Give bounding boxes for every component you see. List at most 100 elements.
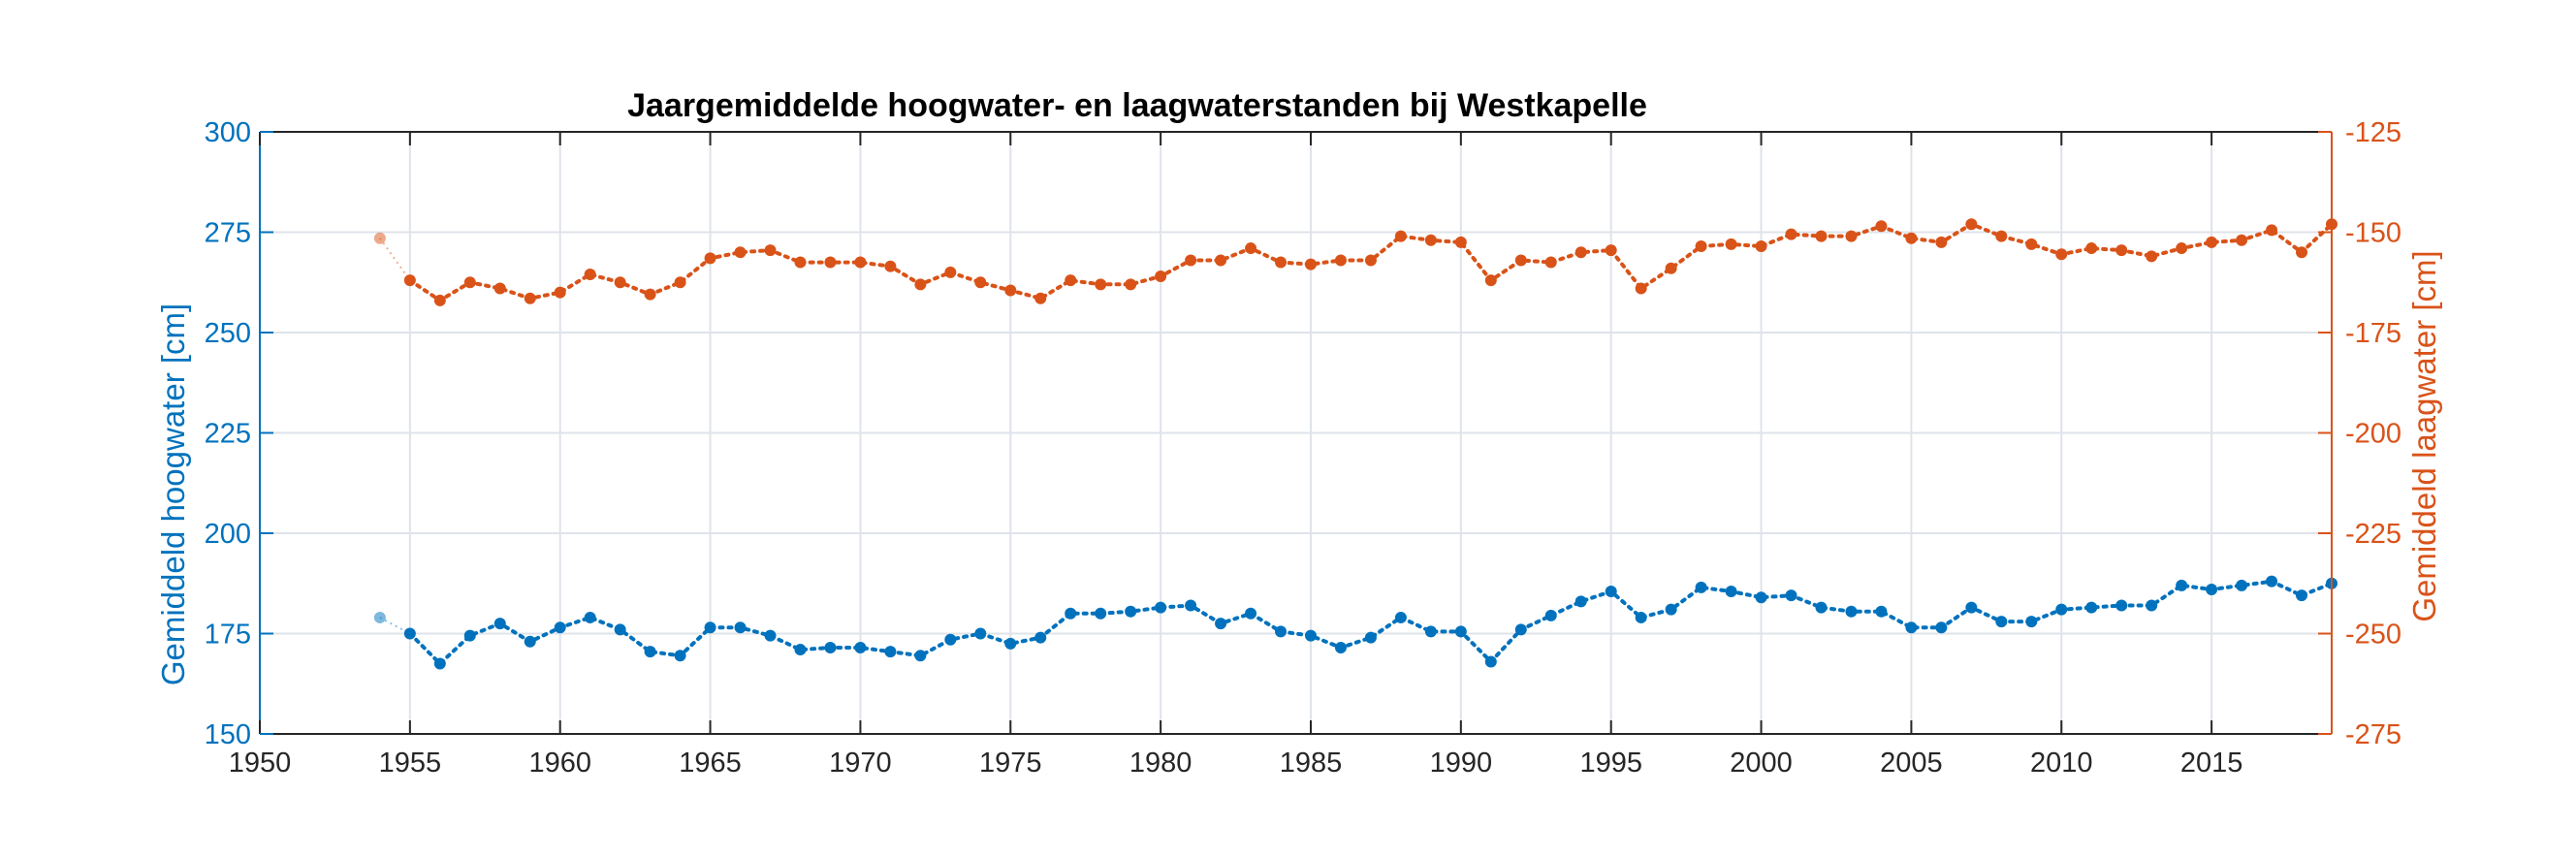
series-laagwater-point xyxy=(373,232,386,244)
series-hoogwater-point xyxy=(914,650,927,662)
series-laagwater-point xyxy=(1875,220,1888,233)
y-left-tick-label: 300 xyxy=(205,117,251,148)
x-tick-label: 1990 xyxy=(1430,748,1493,779)
series-points xyxy=(373,218,2337,670)
series-laagwater-point xyxy=(524,292,536,304)
x-tick-label: 1950 xyxy=(229,748,292,779)
series-laagwater-point xyxy=(1185,254,1197,267)
series-laagwater-point xyxy=(1905,232,1918,244)
series-laagwater-point xyxy=(1785,228,1797,240)
series-laagwater-point xyxy=(1125,278,1137,291)
series-laagwater-point xyxy=(704,252,716,265)
series-hoogwater-point xyxy=(1394,611,1407,623)
x-tick-label: 2000 xyxy=(1730,748,1793,779)
series-laagwater-point xyxy=(884,260,897,272)
series-hoogwater-point xyxy=(373,611,386,623)
series-hoogwater-point xyxy=(433,657,446,670)
series-laagwater-point xyxy=(854,256,867,269)
series-laagwater-point xyxy=(2236,234,2248,246)
series-laagwater-point xyxy=(2146,250,2158,263)
x-tick-label: 1970 xyxy=(829,748,892,779)
series-hoogwater-point xyxy=(1755,591,1767,604)
series-laagwater-point xyxy=(2206,236,2218,248)
y-right-tick-label: -125 xyxy=(2345,117,2401,148)
series-hoogwater-point xyxy=(1245,607,1257,620)
series-laagwater-point xyxy=(1275,256,1288,269)
series-laagwater-point xyxy=(1034,292,1047,304)
series-hoogwater-point xyxy=(1605,586,1617,598)
series-hoogwater-point xyxy=(794,644,807,656)
series-laagwater-point xyxy=(1454,236,1467,248)
series-laagwater-point xyxy=(794,256,807,269)
series-laagwater-point xyxy=(764,244,777,257)
series-hoogwater-point xyxy=(2266,575,2278,588)
series-hoogwater-point xyxy=(463,629,476,642)
series-hoogwater-point xyxy=(1965,601,1978,614)
series-laagwater-point xyxy=(1815,230,1828,242)
y-right-tick-label: -150 xyxy=(2345,218,2401,249)
series-laagwater-point xyxy=(644,288,656,301)
series-laagwater-point xyxy=(1215,254,1227,267)
series-hoogwater-point xyxy=(584,611,596,623)
series-hoogwater-point xyxy=(974,627,987,640)
series-laagwater-point xyxy=(734,246,747,259)
grid xyxy=(260,132,2332,734)
y-right-tick-label: -250 xyxy=(2345,620,2401,651)
series-laagwater-point xyxy=(1364,254,1377,267)
series-hoogwater-point xyxy=(1334,641,1347,653)
series-laagwater-point xyxy=(1845,230,1858,242)
series-laagwater-point xyxy=(2025,238,2038,250)
series-hoogwater-point xyxy=(1815,601,1828,614)
series-laagwater-point xyxy=(1605,244,1617,257)
series-hoogwater-point xyxy=(1424,625,1437,638)
series-laagwater-point xyxy=(974,276,987,289)
series-laagwater-point xyxy=(1665,262,1677,274)
series-hoogwater-point xyxy=(884,646,897,658)
series-laagwater-point xyxy=(2296,246,2308,259)
axis-ticks: 1950 1955 1960 1965 1970 1975 1980 1985 1990 1995… xyxy=(205,117,2401,779)
series-laagwater-point xyxy=(1424,234,1437,246)
series-laagwater-point xyxy=(2055,248,2068,261)
series-laagwater-point xyxy=(554,286,566,299)
series-laagwater-point xyxy=(944,266,957,278)
series-laagwater-point xyxy=(1004,284,1017,297)
series-laagwater-point xyxy=(1514,254,1527,267)
x-tick-label: 1960 xyxy=(528,748,591,779)
series-hoogwater-point xyxy=(704,621,716,634)
y-right-tick-label: -225 xyxy=(2345,519,2401,550)
y-right-tick-label: -275 xyxy=(2345,719,2401,750)
series-hoogwater-point xyxy=(2146,599,2158,612)
series-hoogwater-point xyxy=(1155,601,1167,614)
series-hoogwater-point xyxy=(1544,609,1557,621)
series-hoogwater-point xyxy=(2206,583,2218,595)
series-laagwater-point xyxy=(1574,246,1587,259)
series-hoogwater-point xyxy=(1905,621,1918,634)
series-hoogwater-point xyxy=(1454,625,1467,638)
series-hoogwater-point xyxy=(1514,623,1527,636)
y-left-tick-label: 200 xyxy=(205,519,251,550)
x-tick-label: 2005 xyxy=(1880,748,1943,779)
series-laagwater-point xyxy=(1484,274,1497,287)
series-hoogwater-point xyxy=(1484,655,1497,668)
x-tick-label: 1980 xyxy=(1129,748,1193,779)
y-left-tick-label: 225 xyxy=(205,419,251,450)
series-hoogwater-point xyxy=(1695,581,1707,593)
series-laagwater-point xyxy=(493,282,506,295)
series-laagwater-point xyxy=(824,256,837,269)
series-hoogwater-point xyxy=(2296,589,2308,602)
series-hoogwater-point xyxy=(1065,607,1077,620)
series-laagwater-point xyxy=(1095,278,1107,291)
series-laagwater-point xyxy=(1935,236,1948,248)
series-hoogwater-point xyxy=(824,641,837,653)
series-hoogwater-point xyxy=(854,641,867,653)
series-laagwater-point xyxy=(1755,239,1767,252)
series-laagwater-point xyxy=(2085,242,2098,255)
series-laagwater-point xyxy=(1394,230,1407,242)
series-hoogwater-point xyxy=(1935,621,1948,634)
series-laagwater-point xyxy=(1544,256,1557,269)
series-hoogwater-point xyxy=(493,618,506,630)
series-hoogwater-line xyxy=(407,579,2334,667)
x-tick-label: 2015 xyxy=(2180,748,2243,779)
series-laagwater-point xyxy=(1245,242,1257,255)
